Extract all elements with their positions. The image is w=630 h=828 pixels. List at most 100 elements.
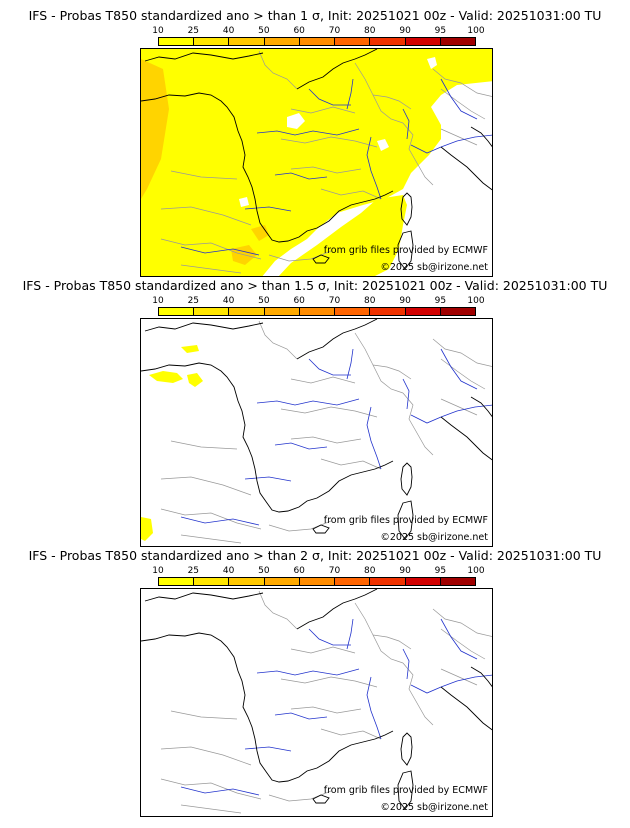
- region-border: [432, 68, 492, 97]
- river: [180, 246, 260, 256]
- river: [440, 618, 478, 660]
- colorbar-tick: 10: [152, 296, 164, 306]
- region-border: [372, 94, 412, 110]
- river: [410, 414, 442, 424]
- map-frame: from grib files provided by ECMWF ©2025 …: [140, 48, 493, 277]
- panel-title: IFS - Probas T850 standardized ano > tha…: [28, 548, 602, 563]
- colorbar-segment: [194, 308, 230, 315]
- island-coastline: [400, 462, 413, 496]
- region-border: [290, 106, 356, 114]
- coastline: [141, 632, 394, 783]
- river: [346, 78, 354, 110]
- region-border: [170, 710, 238, 720]
- colorbar-segment: [194, 578, 230, 585]
- river: [366, 676, 382, 740]
- region-border: [354, 62, 404, 124]
- map-background: [141, 589, 492, 816]
- region-border: [372, 364, 412, 380]
- coastline: [470, 666, 492, 688]
- map-frame: from grib files provided by ECMWF ©2025 …: [140, 588, 493, 817]
- colorbar-segment: [229, 308, 265, 315]
- river: [402, 378, 410, 410]
- region-border: [440, 398, 478, 416]
- region-border: [290, 646, 356, 654]
- credit-author: ©2025 sb@irizone.net: [380, 262, 488, 273]
- region-border: [290, 376, 356, 384]
- region-border: [160, 508, 262, 530]
- river: [274, 712, 328, 720]
- island-coastline: [397, 770, 414, 810]
- colorbar-tick: 10: [152, 26, 164, 36]
- river: [308, 628, 351, 646]
- colorbar-segment: [335, 308, 371, 315]
- colorbar-segment: [299, 578, 336, 585]
- region-border: [440, 88, 486, 120]
- prob-area-below-10: [239, 197, 249, 207]
- colorbar-tick: 95: [434, 296, 447, 306]
- colorbar-tick: 40: [222, 26, 235, 36]
- river: [410, 144, 442, 154]
- coastline: [144, 52, 264, 62]
- river: [244, 206, 292, 212]
- region-border: [258, 50, 298, 90]
- coastline: [470, 396, 492, 418]
- colorbar: [158, 307, 476, 316]
- river: [366, 136, 382, 200]
- island-coastline: [312, 524, 330, 534]
- region-border: [354, 332, 404, 394]
- colorbar-tick: 90: [399, 26, 411, 36]
- coastline: [296, 589, 378, 630]
- coastline: [470, 126, 492, 148]
- region-border: [402, 122, 434, 186]
- region-border: [320, 728, 382, 740]
- colorbar-tick: 60: [293, 296, 305, 306]
- region-border: [372, 634, 412, 650]
- region-border: [402, 662, 434, 726]
- region-border: [290, 436, 362, 444]
- colorbar-segment: [440, 578, 475, 585]
- prob-area-10-25: [181, 345, 199, 353]
- colorbar: [158, 577, 476, 586]
- region-border: [180, 804, 242, 814]
- river: [256, 668, 360, 676]
- map-panel-2: IFS - Probas T850 standardized ano > tha…: [0, 278, 630, 548]
- river: [244, 746, 292, 752]
- coastline: [440, 416, 492, 461]
- river: [346, 618, 354, 650]
- colorbar-segment: [264, 38, 300, 45]
- region-border: [180, 534, 242, 544]
- credit-ecmwf: from grib files provided by ECMWF: [323, 515, 488, 526]
- colorbar-segment: [405, 308, 441, 315]
- colorbar-segment: [159, 308, 195, 315]
- colorbar-segment: [194, 38, 230, 45]
- colorbar-tick: 25: [187, 26, 200, 36]
- colorbar-segment: [335, 578, 371, 585]
- coastline: [296, 319, 378, 360]
- region-border: [440, 628, 486, 660]
- river: [402, 648, 410, 680]
- colorbar-tick: 70: [328, 296, 341, 306]
- map-canvas: [141, 319, 492, 546]
- map-canvas: [141, 589, 492, 816]
- colorbar-tick: 40: [222, 296, 235, 306]
- region-border: [170, 170, 238, 180]
- river: [402, 108, 410, 140]
- colorbar-segment: [370, 578, 406, 585]
- prob-area-10-25: [141, 49, 492, 276]
- region-border: [440, 128, 478, 146]
- colorbar-segment: [229, 38, 265, 45]
- colorbar-ticks: 10 25 40 50 60 70 80 90 95 100: [152, 26, 484, 37]
- panel-title: IFS - Probas T850 standardized ano > tha…: [22, 278, 608, 293]
- river: [440, 78, 478, 120]
- map-canvas: [141, 49, 492, 276]
- colorbar-tick: 50: [258, 566, 270, 576]
- colorbar-tick: 80: [364, 296, 376, 306]
- river: [244, 476, 292, 482]
- region-border: [290, 706, 362, 714]
- credit-author: ©2025 sb@irizone.net: [380, 532, 488, 543]
- colorbar-tick: 70: [328, 566, 341, 576]
- colorbar-segment: [159, 578, 195, 585]
- colorbar-tick: 95: [434, 566, 447, 576]
- prob-area-10-25: [431, 49, 492, 73]
- colorbar-tick: 25: [187, 296, 200, 306]
